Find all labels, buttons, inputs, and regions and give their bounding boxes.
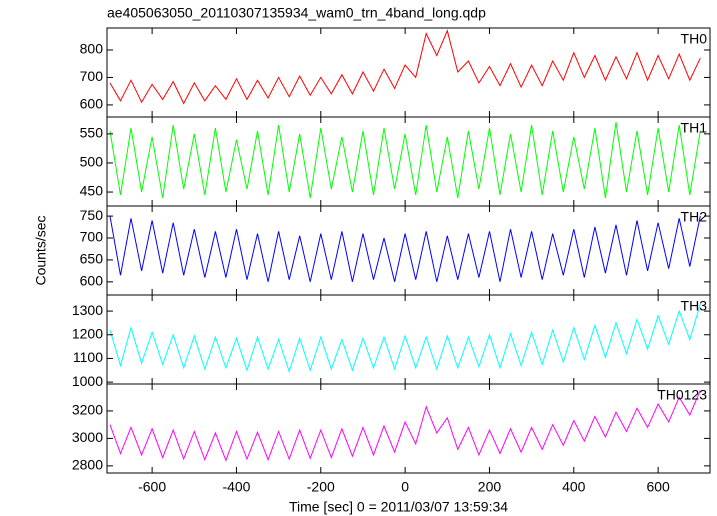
series-label: TH2: [681, 209, 708, 225]
y-tick-label: 800: [80, 41, 104, 57]
y-axis-label: Counts/sec: [33, 215, 49, 285]
series-label: TH1: [681, 120, 708, 136]
panel-frame: [106, 383, 711, 474]
y-tick-label: 700: [80, 68, 104, 84]
x-axis-label: Time [sec] 0 = 2011/03/07 13:59:34: [289, 499, 508, 515]
y-tick-label: 450: [80, 183, 104, 199]
y-tick-label: 1100: [73, 349, 103, 365]
y-tick-label: 700: [80, 229, 104, 245]
y-tick-label: 1200: [72, 325, 103, 341]
y-tick-label: 1000: [72, 373, 103, 389]
x-tick-label: 600: [646, 479, 670, 495]
y-tick-label: 750: [80, 207, 104, 223]
series-label: TH0: [681, 31, 708, 47]
series-line: [109, 390, 701, 462]
series-line: [109, 29, 701, 105]
panel-frame: [106, 27, 711, 118]
y-tick-label: 500: [80, 154, 104, 170]
y-tick-label: 600: [80, 273, 104, 289]
y-tick-label: 3200: [72, 402, 103, 418]
panel-frame: [106, 116, 711, 207]
x-tick-label: 200: [478, 479, 502, 495]
x-tick-label: -200: [307, 479, 335, 495]
x-tick-label: 400: [562, 479, 586, 495]
x-tick-label: 0: [401, 479, 409, 495]
series-line: [109, 122, 701, 198]
y-tick-label: 1300: [72, 302, 103, 318]
x-tick-label: -600: [138, 479, 166, 495]
x-tick-label: -400: [222, 479, 250, 495]
y-tick-label: 3000: [72, 429, 103, 445]
series-label: TH3: [681, 298, 708, 314]
y-tick-label: 550: [80, 125, 104, 141]
y-tick-label: 600: [80, 96, 104, 112]
chart-title: ae405063050_20110307135934_wam0_trn_4ban…: [107, 5, 486, 21]
y-tick-label: 650: [80, 251, 104, 267]
y-tick-label: 2800: [72, 457, 103, 473]
panel-frame: [106, 294, 711, 385]
series-label: TH0123: [657, 387, 707, 403]
series-line: [109, 215, 701, 282]
series-line: [109, 303, 701, 374]
